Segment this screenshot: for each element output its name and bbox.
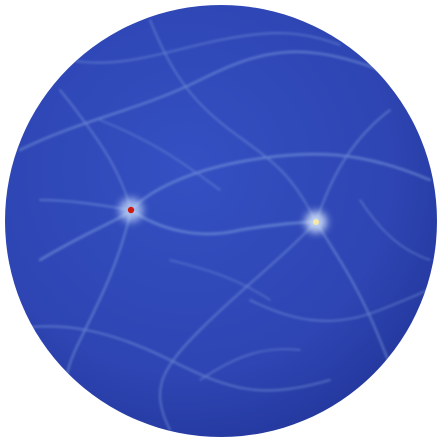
hotspot-right [305,211,327,233]
hotspot-left [119,198,143,222]
